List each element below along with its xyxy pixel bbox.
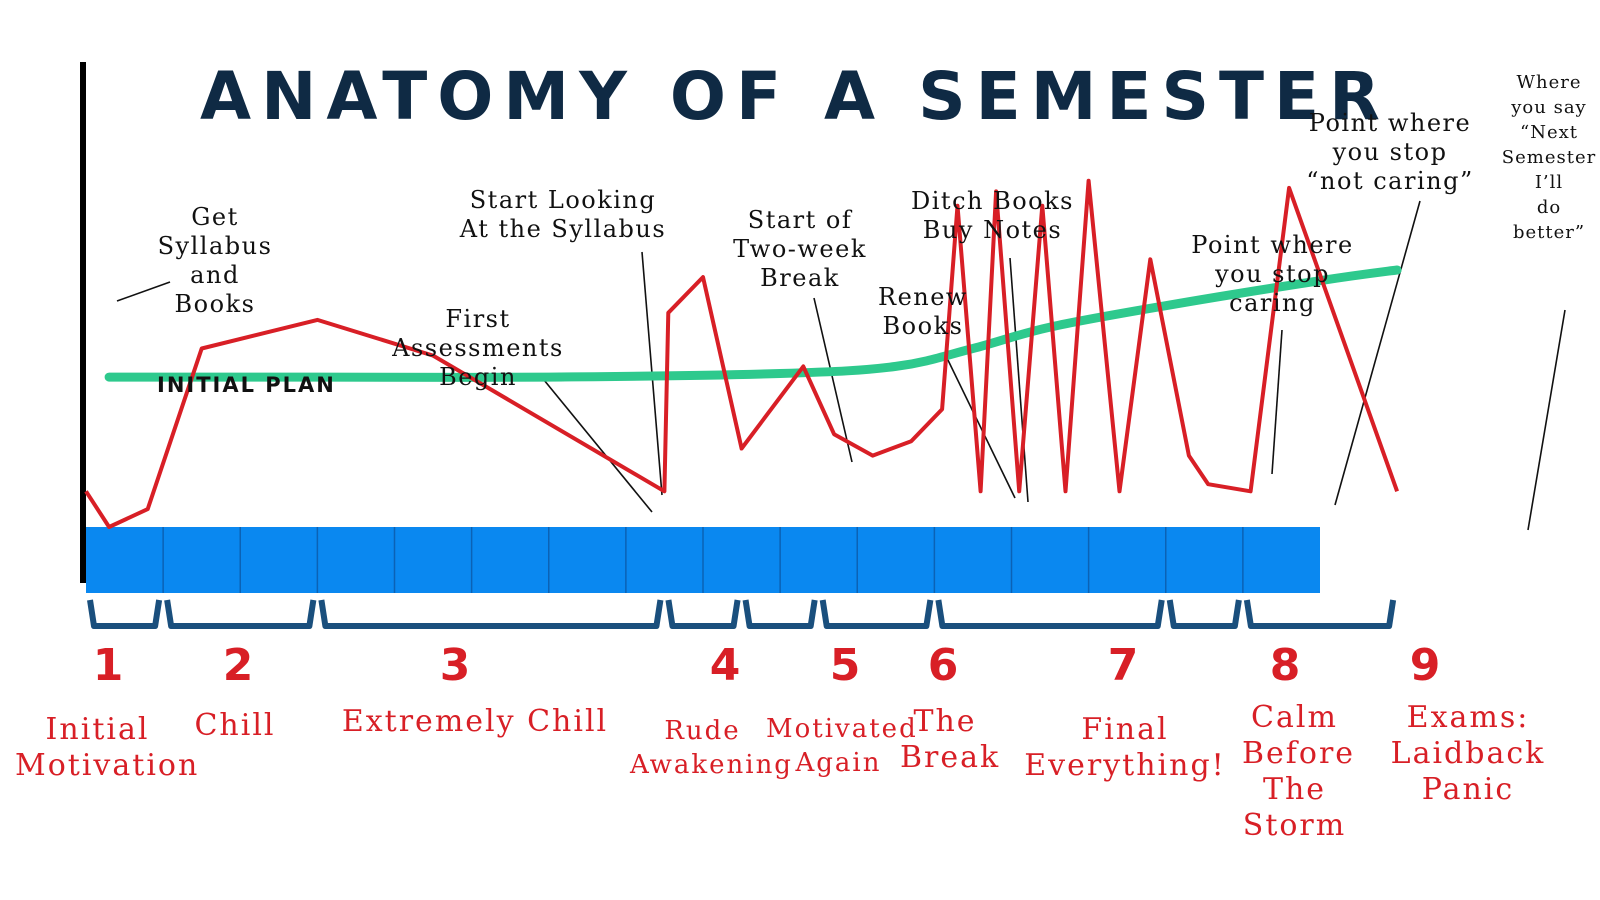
phase-1-label: Initial Motivation [15, 712, 200, 783]
annotation-pointer-8 [1334, 200, 1421, 506]
annotation-stop-caring: Point where you stop caring [1191, 231, 1354, 317]
annotation-first-assessments: First Assessments Begin [392, 305, 564, 391]
annotation-get-syllabus: Get Syllabus and Books [157, 203, 273, 318]
phase-bracket-4 [665, 599, 741, 629]
phase-bracket-6 [819, 599, 934, 629]
phase-5-label: Motivated Again [766, 714, 918, 778]
phase-3-label: Extremely Chill [341, 704, 609, 739]
annotation-pointer-1 [116, 281, 171, 302]
phase-bracket-3 [318, 599, 664, 629]
phase-bracket-9 [1243, 599, 1397, 629]
annotation-next-semester: Where you say “Next Semester I’ll do bet… [1501, 72, 1597, 243]
annotation-pointer-7 [1271, 329, 1283, 475]
phase-6-number: 6 [927, 640, 959, 691]
annotation-pointer-6 [1009, 257, 1029, 503]
annotation-start-looking: Start Looking At the Syllabus [459, 186, 667, 243]
phase-3-number: 3 [439, 640, 471, 691]
phase-bracket-5 [742, 599, 818, 629]
phase-5-number: 5 [829, 640, 861, 691]
phase-bracket-8 [1166, 599, 1242, 629]
phase-bracket-7 [935, 599, 1165, 629]
initial-plan-label: INITIAL PLAN [157, 373, 336, 397]
chart-title: ANATOMY OF A SEMESTER [200, 58, 1390, 135]
annotation-stop-not-caring: Point where you stop “not caring” [1306, 109, 1474, 195]
phase-7-number: 7 [1107, 640, 1139, 691]
week-ticks [162, 527, 1244, 593]
student-effort-line [84, 178, 1399, 529]
initial-plan-line [104, 265, 1402, 382]
phase-9-label: Exams: Laidback Panic [1390, 700, 1546, 807]
phase-7-label: Final Everything! [1024, 712, 1226, 783]
annotation-pointer-5 [945, 355, 1016, 499]
annotation-pointer-9 [1527, 309, 1566, 531]
phase-8-number: 8 [1269, 640, 1301, 691]
phase-bracket-2 [164, 599, 317, 629]
phase-4-number: 4 [709, 640, 741, 691]
phase-1-number: 1 [92, 640, 124, 691]
phase-9-number: 9 [1409, 640, 1441, 691]
phase-8-label: Calm Before The Storm [1242, 700, 1356, 843]
annotation-renew-books: Renew Books [878, 283, 968, 340]
annotation-pointer-2 [543, 379, 653, 513]
phase-4-label: Rude Awakening [630, 716, 793, 780]
phase-2-number: 2 [222, 640, 254, 691]
phase-bracket-1 [87, 599, 163, 629]
annotation-pointer-4 [813, 297, 853, 463]
phase-brackets [87, 599, 1397, 629]
phase-6-label: The Break [900, 704, 1001, 775]
phase-2-label: Chill [194, 708, 276, 743]
annotation-ditch-books: Ditch Books Buy Notes [911, 187, 1074, 244]
annotation-two-week-break: Start of Two-week Break [733, 206, 867, 292]
